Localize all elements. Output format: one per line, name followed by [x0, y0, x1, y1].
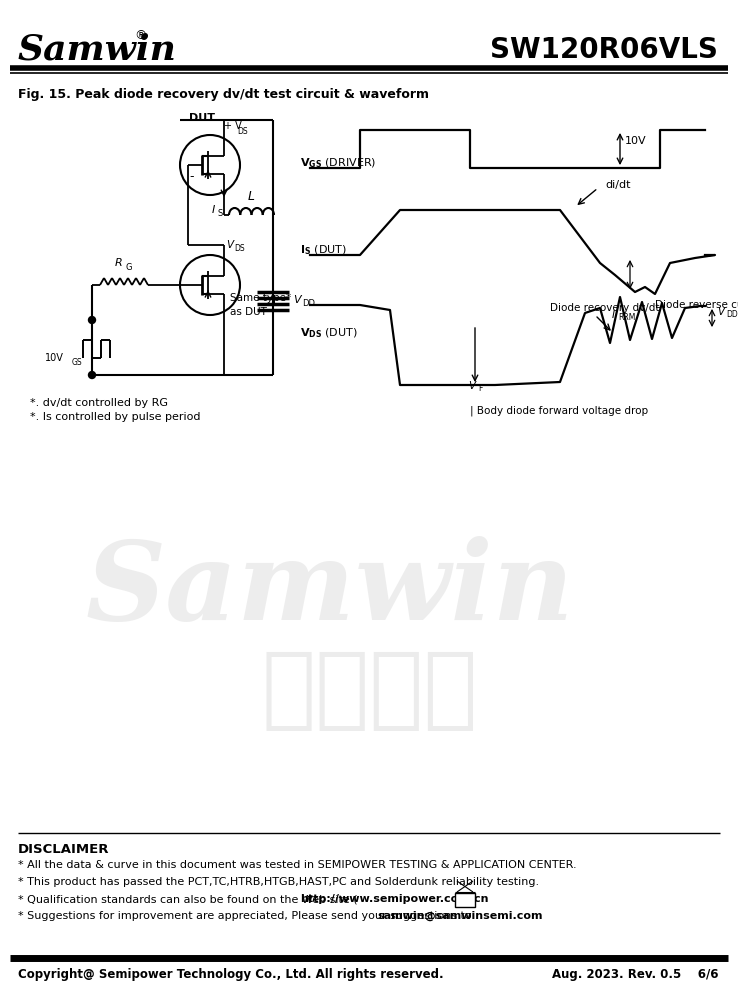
Text: | Body diode forward voltage drop: | Body diode forward voltage drop: [470, 405, 648, 416]
Text: L: L: [248, 190, 255, 203]
Text: * Qualification standards can also be found on the Web site (: * Qualification standards can also be fo…: [18, 894, 358, 904]
Text: 10V: 10V: [625, 136, 646, 146]
Text: GS: GS: [72, 358, 83, 367]
Text: $\mathbf{I_S}$ (DUT): $\mathbf{I_S}$ (DUT): [300, 243, 347, 257]
Text: Copyright@ Semipower Technology Co., Ltd. All rights reserved.: Copyright@ Semipower Technology Co., Ltd…: [18, 968, 444, 981]
Text: http://www.semipower.com.cn: http://www.semipower.com.cn: [300, 894, 489, 904]
Text: 10V: 10V: [45, 353, 64, 363]
Text: I: I: [212, 205, 215, 215]
Text: samwin@samwinsemi.com: samwin@samwinsemi.com: [377, 911, 543, 921]
Text: Samwin: Samwin: [86, 536, 574, 644]
Text: Fig. 15. Peak diode recovery dv/dt test circuit & waveform: Fig. 15. Peak diode recovery dv/dt test …: [18, 88, 429, 101]
Text: Diode reverse current: Diode reverse current: [655, 300, 738, 310]
Text: DUT: DUT: [189, 113, 215, 123]
Text: Diode recovery dv/dt: Diode recovery dv/dt: [550, 303, 660, 313]
Text: V: V: [717, 307, 724, 317]
Text: ®: ®: [134, 29, 147, 42]
Text: DD: DD: [726, 310, 738, 319]
Text: $\mathbf{V_{GS}}$ (DRIVER): $\mathbf{V_{GS}}$ (DRIVER): [300, 156, 376, 170]
Text: Samwin: Samwin: [18, 33, 177, 67]
Text: Same type*: Same type*: [230, 293, 291, 303]
Text: *. dv/dt controlled by RG: *. dv/dt controlled by RG: [30, 398, 168, 408]
Text: DISCLAIMER: DISCLAIMER: [18, 843, 109, 856]
Text: I: I: [612, 310, 615, 320]
Text: $\mathbf{V_{DS}}$ (DUT): $\mathbf{V_{DS}}$ (DUT): [300, 326, 358, 340]
Text: R: R: [114, 258, 122, 268]
Text: V: V: [293, 295, 300, 305]
Circle shape: [89, 316, 95, 324]
Text: 内部保密: 内部保密: [262, 646, 478, 734]
Text: S: S: [218, 209, 224, 218]
Text: * This product has passed the PCT,TC,HTRB,HTGB,HAST,PC and Solderdunk reliabilit: * This product has passed the PCT,TC,HTR…: [18, 877, 539, 887]
Text: F: F: [478, 384, 483, 393]
Text: * Suggestions for improvement are appreciated, Please send your suggestions to: * Suggestions for improvement are apprec…: [18, 911, 475, 921]
Text: -: -: [190, 170, 194, 183]
Circle shape: [180, 255, 240, 315]
Text: RRM: RRM: [618, 313, 635, 322]
Circle shape: [89, 371, 95, 378]
Text: DD: DD: [302, 300, 315, 308]
Text: * All the data & curve in this document was tested in SEMIPOWER TESTING & APPLIC: * All the data & curve in this document …: [18, 860, 576, 870]
Text: + V: + V: [224, 121, 242, 131]
Circle shape: [180, 135, 240, 195]
Text: V: V: [226, 240, 233, 250]
Text: G: G: [126, 263, 133, 272]
Text: Aug. 2023. Rev. 0.5    6/6: Aug. 2023. Rev. 0.5 6/6: [551, 968, 718, 981]
Text: DS: DS: [234, 244, 244, 253]
Text: V: V: [468, 381, 475, 391]
Text: DS: DS: [237, 127, 248, 136]
Text: SW120R06VLS: SW120R06VLS: [490, 36, 718, 64]
Text: *. Is controlled by pulse period: *. Is controlled by pulse period: [30, 412, 201, 422]
Bar: [455, 893, 475, 907]
Text: di/dt: di/dt: [605, 180, 630, 190]
Text: as DUT: as DUT: [230, 307, 267, 317]
